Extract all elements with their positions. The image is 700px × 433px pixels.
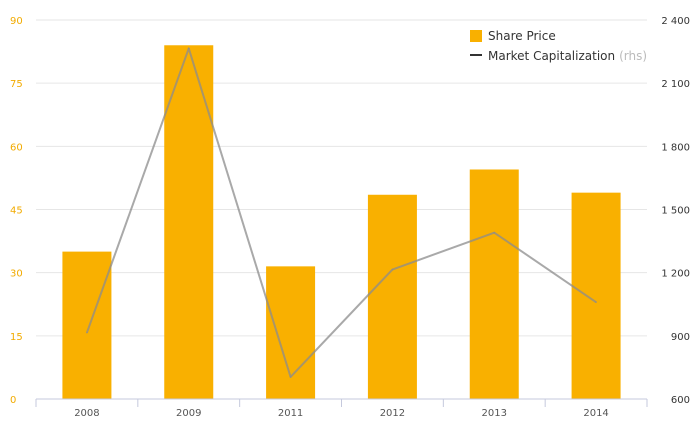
x-tick-label: 2011 [278, 408, 303, 419]
y-left-tick-label: 60 [10, 142, 23, 153]
x-tick-label: 2009 [176, 408, 201, 419]
bar [571, 192, 621, 399]
legend-series-suffix: (rhs) [619, 49, 647, 63]
line-series-market-capitalization [85, 47, 597, 378]
y-left-tick-label: 0 [10, 395, 16, 406]
line-point [289, 376, 292, 378]
x-tick-label: 2013 [482, 408, 507, 419]
y-left-tick-label: 75 [10, 79, 23, 90]
line-point [493, 231, 496, 234]
bar [62, 251, 112, 399]
y-right-tick-label: 900 [671, 332, 690, 343]
y-right-tick-label: 600 [671, 395, 690, 406]
y-right-tick-label: 2 100 [661, 79, 690, 90]
axes: 0 600 15 900 30 1 200 45 1 500 60 1 800 75 2 100 90 2… [10, 16, 690, 419]
x-tick-label: 2012 [380, 408, 405, 419]
y-left-tick-label: 45 [10, 206, 23, 217]
y-left-tick-label: 90 [10, 16, 23, 27]
legend-series-name: Market Capitalization [488, 49, 615, 63]
line-point [86, 331, 88, 334]
legend-swatch-share-price [470, 30, 482, 42]
line-path [85, 47, 597, 378]
y-right-tick-label: 1 800 [661, 142, 690, 153]
y-right-tick-label: 2 400 [661, 16, 690, 27]
bar [266, 266, 316, 399]
line-point [595, 301, 597, 303]
y-left-tick-label: 15 [10, 332, 23, 343]
line-point [187, 47, 190, 50]
legend-label-share-price: Share Price [488, 29, 556, 43]
y-right-tick-label: 1 200 [661, 269, 690, 280]
x-tick-label: 2014 [583, 408, 608, 419]
bar [367, 194, 417, 399]
y-left-tick-label: 30 [10, 269, 23, 280]
line-point [391, 268, 394, 271]
legend-label-market-capitalization: Market Capitalization (rhs) [488, 49, 647, 63]
x-tick-label: 2008 [74, 408, 99, 419]
y-right-tick-label: 1 500 [661, 206, 690, 217]
bar-series-share-price [62, 45, 621, 400]
bar [469, 169, 519, 399]
gridlines [36, 19, 647, 337]
legend: Share Price Market Capitalization (rhs) [470, 29, 647, 63]
